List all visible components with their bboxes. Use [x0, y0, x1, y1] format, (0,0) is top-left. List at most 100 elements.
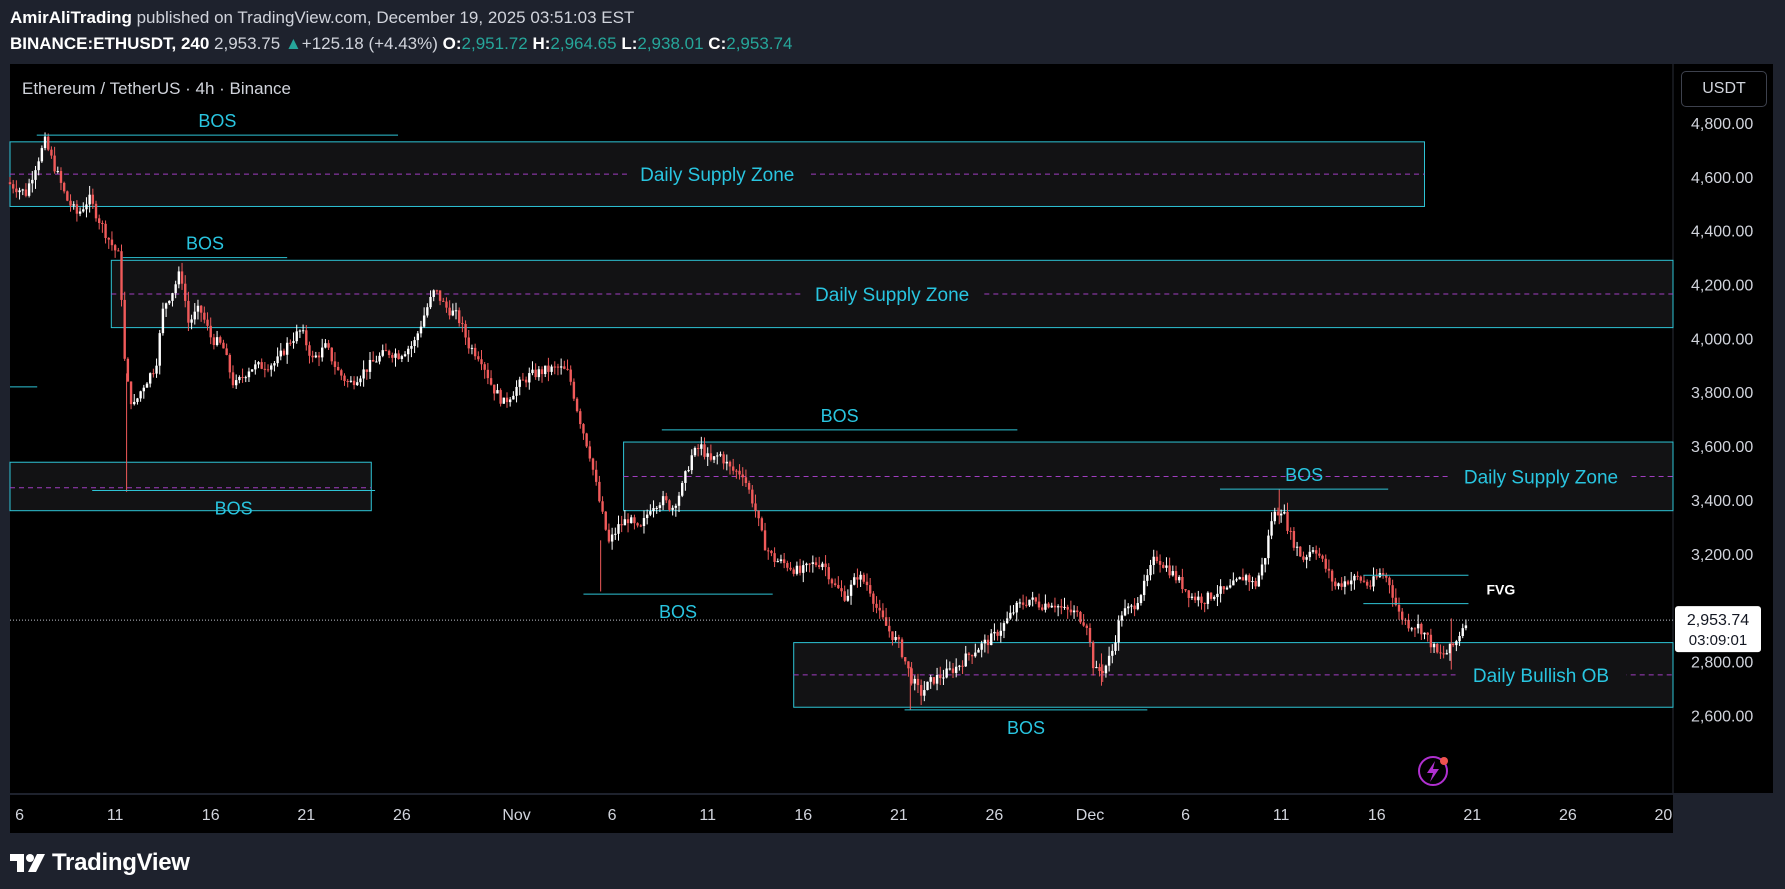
- candle-body: [875, 603, 878, 608]
- candle-body: [155, 365, 158, 374]
- candle-body: [767, 550, 770, 552]
- currency-button[interactable]: USDT: [1681, 71, 1767, 107]
- author-name[interactable]: AmirAliTrading: [10, 8, 132, 27]
- candle-body: [203, 312, 206, 320]
- open-value: 2,951.72: [461, 34, 528, 53]
- candle-body: [365, 369, 369, 372]
- candle-body: [435, 290, 439, 292]
- candle-body: [709, 453, 713, 460]
- candle-body: [515, 386, 518, 396]
- candle-body: [1203, 602, 1206, 604]
- candle-body: [1407, 619, 1410, 629]
- candle-body: [1337, 583, 1340, 587]
- candle-body: [1111, 650, 1114, 656]
- candle-body: [1162, 564, 1165, 568]
- candle-body: [136, 398, 139, 402]
- candle-body: [1292, 531, 1296, 548]
- candle-body: [986, 639, 990, 646]
- chart-header: AmirAliTrading published on TradingView.…: [0, 0, 1785, 62]
- candle-body: [1069, 609, 1073, 613]
- candle-body: [27, 183, 31, 196]
- candle-body: [1209, 592, 1213, 599]
- candle-body: [1165, 565, 1168, 568]
- candle-body: [1451, 643, 1455, 646]
- candle-body: [868, 585, 872, 594]
- candle-body: [1031, 597, 1034, 600]
- candle-body: [690, 455, 693, 471]
- candle-body: [840, 588, 843, 592]
- candle-body: [72, 204, 75, 206]
- candle-body: [50, 149, 53, 156]
- candle-body: [725, 461, 729, 464]
- tradingview-logo[interactable]: TradingView: [10, 848, 190, 878]
- candle-body: [1311, 550, 1315, 552]
- candle-body: [537, 369, 541, 378]
- candle-body: [438, 290, 442, 301]
- candle-body: [1270, 521, 1273, 536]
- candle-body: [139, 391, 142, 399]
- candle-body: [575, 398, 579, 412]
- candle-body: [260, 362, 263, 369]
- candle-body: [1056, 606, 1060, 608]
- candle-body: [674, 505, 678, 508]
- candle-body: [566, 368, 569, 370]
- candle-body: [413, 340, 416, 346]
- candle-body: [477, 356, 480, 360]
- price-chart[interactable]: Daily Supply Zone Daily Supply Zone Daily …: [0, 64, 1785, 835]
- candle-body: [231, 372, 235, 386]
- candle-body: [1088, 627, 1092, 643]
- candle-body: [199, 305, 203, 313]
- candle-body: [400, 356, 404, 359]
- candle-body: [1286, 512, 1289, 531]
- candle-body: [282, 350, 286, 355]
- candle-body: [451, 310, 455, 316]
- candle-body: [1244, 575, 1248, 581]
- chart-area[interactable]: Daily Supply Zone Daily Supply Zone Daily …: [0, 64, 1785, 835]
- candle-body: [352, 380, 356, 386]
- candle-body: [1149, 565, 1152, 576]
- candle-body: [238, 377, 241, 381]
- candle-body: [712, 456, 716, 460]
- candle-body: [722, 454, 725, 464]
- candle-body: [763, 530, 767, 551]
- candle-body: [1232, 580, 1235, 586]
- candle-body: [1107, 655, 1111, 666]
- candle-body: [617, 524, 620, 534]
- last-price: 2,953.75: [214, 34, 281, 53]
- candle-body: [1324, 558, 1327, 569]
- candle-body: [101, 222, 104, 224]
- candle-body: [1213, 597, 1216, 599]
- publish-line: AmirAliTrading published on TradingView.…: [10, 8, 634, 28]
- countdown-timer: 03:09:01: [1689, 632, 1747, 649]
- zone-label: Daily Supply Zone: [640, 165, 794, 186]
- candle-body: [244, 377, 247, 379]
- candle-body: [1299, 546, 1302, 557]
- candle-body: [429, 296, 432, 308]
- price-tick-label: 3,600.00: [1691, 439, 1753, 456]
- candle-body: [473, 347, 477, 357]
- candle-body: [241, 377, 244, 379]
- candle-body: [391, 355, 394, 358]
- tradingview-brand: TradingView: [52, 849, 190, 876]
- candle-body: [180, 271, 184, 284]
- low-value: 2,938.01: [637, 34, 704, 53]
- published-text: published on TradingView.com, December 1…: [136, 8, 635, 27]
- candle-body: [1254, 580, 1257, 587]
- candle-body: [706, 453, 709, 457]
- candle-body: [1359, 576, 1362, 581]
- candle-body: [56, 171, 59, 173]
- time-tick-label: 6: [1181, 807, 1190, 824]
- candle-body: [1314, 550, 1318, 554]
- candle-body: [1079, 611, 1082, 623]
- candle-body: [129, 381, 133, 405]
- price-tick-label: 3,800.00: [1691, 385, 1753, 402]
- candle-body: [1321, 555, 1324, 559]
- candle-body: [228, 354, 232, 373]
- candle-body: [1305, 557, 1308, 560]
- candle-body: [782, 559, 786, 564]
- time-tick-label: 16: [1368, 807, 1386, 824]
- candle-body: [738, 470, 741, 475]
- candle-body: [37, 161, 40, 171]
- candle-body: [1369, 585, 1372, 587]
- candle-body: [292, 341, 295, 343]
